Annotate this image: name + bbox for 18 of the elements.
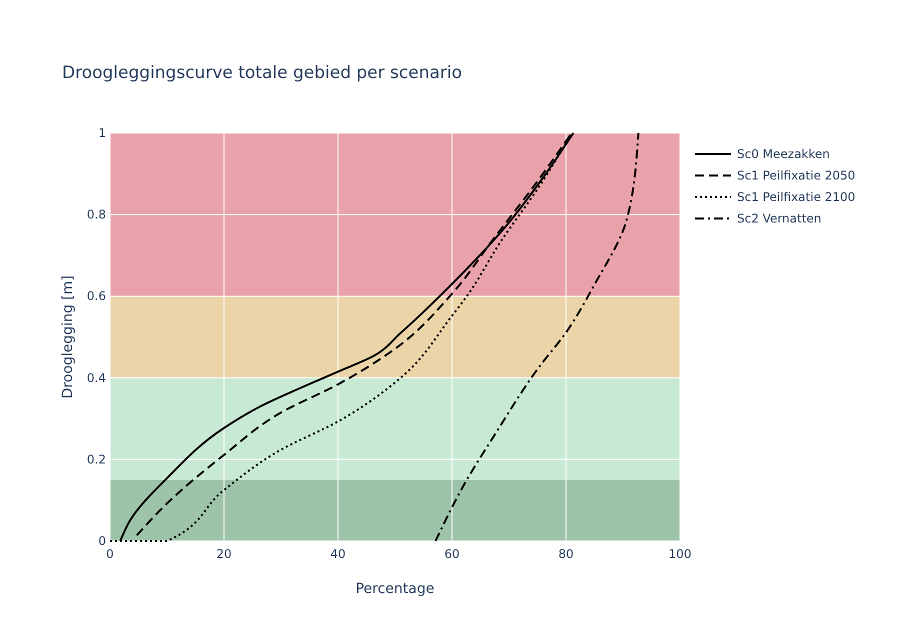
y-tick-label: 0.6 xyxy=(86,289,106,304)
x-tick-label: 60 xyxy=(444,547,460,561)
legend-label: Sc0 Meezakken xyxy=(737,147,830,161)
x-tick-label: 40 xyxy=(330,547,346,561)
x-tick-label: 80 xyxy=(558,547,574,561)
x-tick-label: 100 xyxy=(668,547,692,561)
y-tick-label: 0.4 xyxy=(86,370,106,385)
y-tick-label: 0.2 xyxy=(86,452,106,466)
y-axis-title: Drooglegging [m] xyxy=(60,275,76,399)
y-tick-label: 1 xyxy=(98,126,106,140)
x-axis-title: Percentage xyxy=(356,581,434,597)
y-tick-label: 0 xyxy=(98,534,106,548)
x-tick-label: 20 xyxy=(216,547,232,561)
legend-label: Sc1 Peilfixatie 2100 xyxy=(737,190,856,204)
chart-title: Droogleggingscurve totale gebied per scenario xyxy=(62,63,462,83)
legend-label: Sc1 Peilfixatie 2050 xyxy=(737,168,856,182)
y-tick-label: 0.8 xyxy=(86,208,106,222)
legend-label: Sc2 Vernatten xyxy=(737,212,822,226)
